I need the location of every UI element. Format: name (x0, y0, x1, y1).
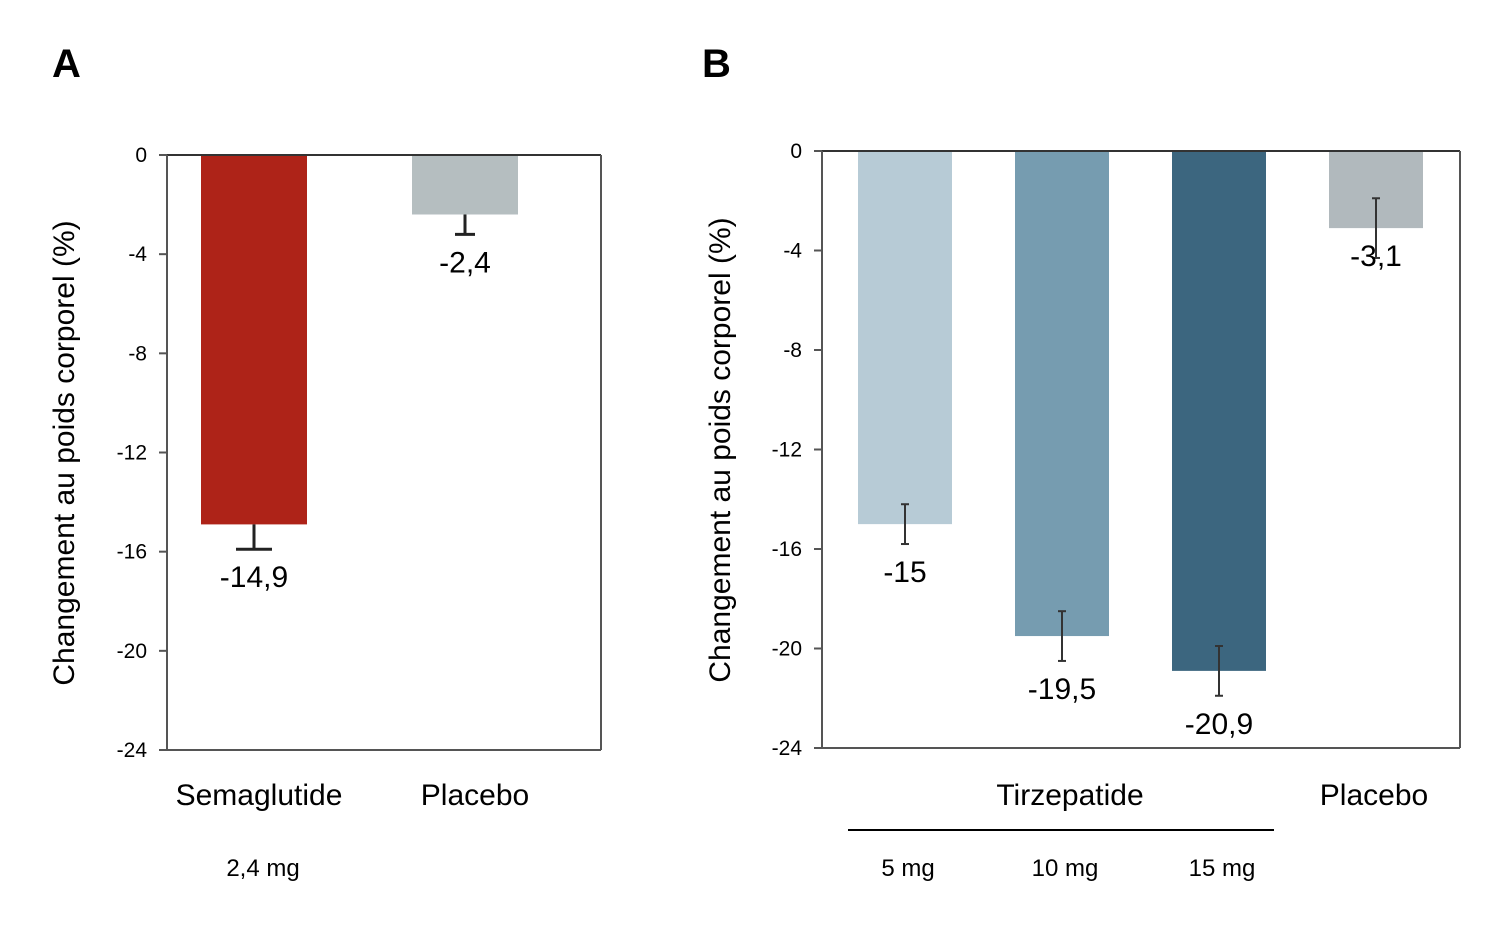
bar-b-1 (858, 152, 952, 525)
y-tick-label-b: -16 (772, 538, 802, 561)
y-tick-label-a: -8 (128, 342, 147, 365)
y-tick-label-b: -8 (783, 339, 802, 362)
y-tick-label-a: 0 (135, 144, 147, 167)
y-tick-label-a: -20 (117, 640, 147, 663)
y-tick-label-b: -20 (772, 638, 802, 661)
y-tick-label-a: -12 (117, 442, 147, 465)
bar-a-2 (412, 156, 518, 215)
panel-letter-a: A (52, 42, 81, 86)
group-label-tirzepatide: Tirzepatide (996, 779, 1143, 812)
panel-b-chart: Changement au poids corporel (%) Tirzepa… (704, 140, 1461, 882)
y-tick-label-b: -24 (772, 737, 803, 760)
y-tick-label-a: -4 (128, 243, 147, 266)
category-label-b-3: 15 mg (1189, 855, 1256, 882)
y-tick-label-b: 0 (790, 140, 802, 163)
bar-b-3 (1172, 152, 1266, 671)
y-tick-label-a: -24 (117, 739, 148, 762)
y-axis-label-a: Changement au poids corporel (%) (48, 220, 81, 685)
category-label-b-4: Placebo (1320, 779, 1428, 812)
y-tick-label-a: -16 (117, 541, 147, 564)
bar-b-2 (1015, 152, 1109, 637)
category-label-b-2: 10 mg (1032, 855, 1099, 882)
bar-a-1 (201, 156, 307, 525)
y-axis-label-b: Changement au poids corporel (%) (704, 217, 737, 682)
category-label-a-1: Semaglutide (176, 779, 343, 812)
value-label-a-2: -2,4 (439, 246, 491, 279)
panel-letter-b: B (702, 42, 731, 86)
value-label-b-4: -3,1 (1350, 240, 1402, 273)
category-sublabel-a-1: 2,4 mg (226, 855, 299, 882)
y-tick-label-b: -4 (783, 240, 802, 263)
value-label-a-1: -14,9 (220, 561, 288, 594)
category-label-a-2: Placebo (421, 779, 529, 812)
category-label-b-1: 5 mg (881, 855, 934, 882)
y-tick-label-b: -12 (772, 439, 802, 462)
value-label-b-2: -19,5 (1028, 673, 1096, 706)
value-label-b-1: -15 (883, 556, 926, 589)
value-label-b-3: -20,9 (1185, 708, 1253, 741)
panel-a-chart: Changement au poids corporel (%) 0 -4 -8 -1… (48, 144, 602, 882)
